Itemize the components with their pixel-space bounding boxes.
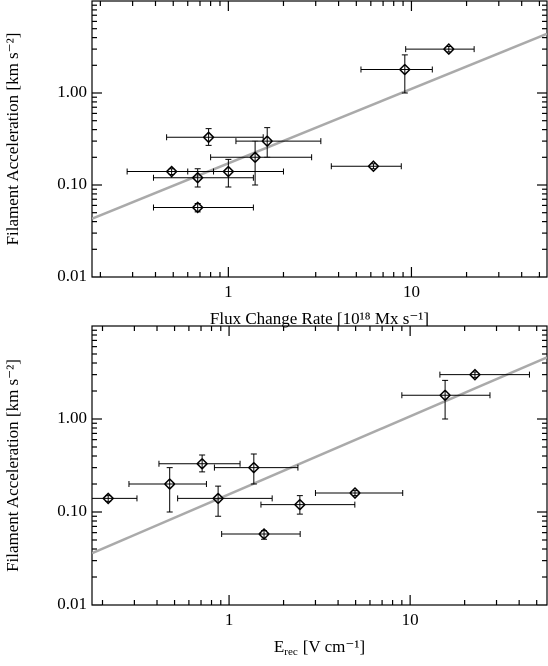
x-tick-label: 10: [403, 282, 420, 301]
x-error-bar: [166, 134, 264, 141]
x-error-bar: [401, 392, 491, 399]
data-point: [102, 492, 115, 505]
data-point: [163, 477, 176, 491]
plot-frame: [91, 325, 548, 606]
y-axis-label: Filament Acceleration [km s⁻²]: [3, 359, 22, 572]
x-error-bar: [330, 163, 402, 170]
fit-line: [92, 356, 547, 555]
x-label-part: [V cm⁻¹]: [303, 637, 365, 656]
data-point: [191, 171, 204, 184]
x-error-bar: [158, 460, 241, 467]
x-error-bar: [235, 138, 322, 145]
x-error-bar: [128, 481, 207, 488]
data-point: [247, 461, 260, 474]
panel: 1 10 0.01 0.10 1.00 Flux Change Rate [10¹⁸ Mx…: [3, 0, 548, 328]
data-layer: [92, 32, 547, 220]
y-error-bar: [225, 158, 232, 188]
x-tick-label: 10: [402, 610, 419, 629]
data-point: [249, 151, 262, 164]
x-error-bar: [405, 46, 475, 53]
y-error-bar: [250, 453, 257, 485]
y-axis-label: Filament Acceleration [km s⁻²]: [3, 33, 22, 246]
x-label-part: E: [274, 637, 284, 656]
x-error-bar: [360, 66, 433, 73]
x-error-bar: [213, 464, 299, 471]
y-error-bar: [264, 127, 271, 158]
x-axis-label: Flux Change Rate [10¹⁸ Mx s⁻¹]: [210, 309, 429, 328]
data-point: [293, 498, 306, 511]
x-axis-label: Erec [V cm⁻¹]: [274, 637, 365, 658]
panel: 1 10 0.01 0.10 1.00 Erec [V cm⁻¹] Filament Acce…: [3, 325, 548, 658]
plot-frame: [91, 0, 548, 278]
data-point: [439, 389, 452, 402]
x-error-bar: [177, 495, 273, 502]
data-point: [165, 165, 178, 178]
data-point: [191, 201, 204, 214]
data-point: [257, 527, 271, 541]
data-layer: [92, 356, 547, 555]
x-error-bar: [260, 501, 356, 508]
fit-line: [92, 32, 547, 220]
y-tick-label: 0.10: [57, 174, 87, 193]
data-point: [348, 486, 362, 500]
y-tick-label: 0.01: [57, 266, 87, 285]
y-tick-label: 1.00: [57, 408, 87, 427]
data-point: [442, 43, 455, 56]
x-tick-label: 1: [224, 282, 233, 301]
data-point: [212, 492, 225, 505]
x-label-sub: rec: [284, 646, 298, 658]
x-error-bar: [221, 531, 301, 538]
data-point: [367, 160, 380, 173]
data-point: [261, 135, 274, 148]
x-error-bar: [439, 371, 530, 378]
data-point: [202, 131, 215, 144]
data-point: [398, 63, 411, 76]
x-tick-label: 1: [225, 610, 234, 629]
y-tick-label: 0.10: [57, 501, 87, 520]
x-error-bar: [92, 495, 138, 502]
data-point: [468, 368, 482, 381]
y-tick-label: 1.00: [57, 82, 87, 101]
y-error-bar: [215, 485, 222, 517]
y-tick-label: 0.01: [57, 594, 87, 613]
data-point: [222, 165, 235, 178]
x-error-bar: [187, 168, 284, 175]
data-point: [196, 457, 209, 470]
